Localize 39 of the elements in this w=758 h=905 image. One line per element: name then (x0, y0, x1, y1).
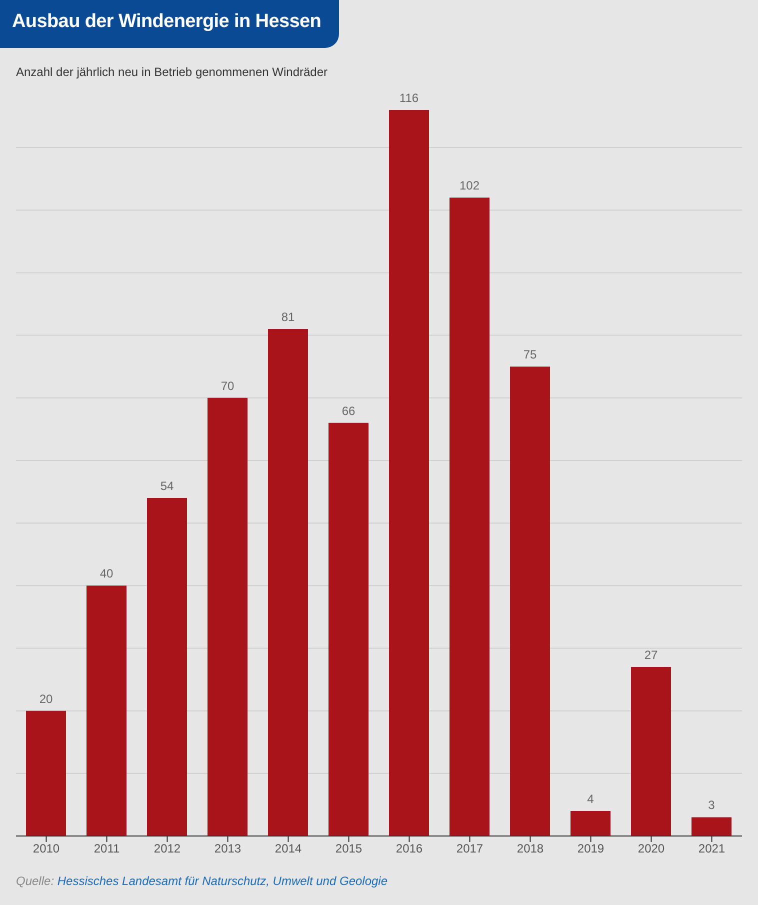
bar (26, 710, 66, 836)
data-label: 70 (220, 378, 234, 393)
x-tick-label: 2016 (396, 842, 423, 856)
x-tick-label: 2021 (698, 842, 726, 856)
data-label: 40 (100, 566, 114, 581)
bar (692, 817, 732, 836)
data-label: 4 (587, 792, 594, 806)
bar (86, 586, 126, 836)
bar (208, 398, 248, 836)
data-label: 102 (459, 178, 480, 193)
bar (147, 498, 187, 836)
x-tick-label: 2015 (335, 842, 362, 856)
x-tick-label: 2014 (274, 842, 302, 856)
data-label: 75 (523, 348, 537, 362)
bar (268, 329, 308, 836)
chart-title: Ausbau der Windenergie in Hessen (0, 0, 340, 48)
data-label: 81 (281, 310, 295, 324)
bar (510, 366, 550, 836)
bar (450, 198, 490, 836)
x-tick-label: 2020 (638, 842, 665, 856)
bar (389, 110, 429, 836)
x-tick-label: 2018 (516, 842, 544, 856)
bar (570, 810, 610, 836)
source-note: Quelle: Hessisches Landesamt für Naturschutz, Umwelt und Geologie (16, 874, 388, 888)
x-tick-label: 2011 (94, 842, 120, 856)
x-tick-label: 2012 (154, 842, 181, 856)
x-tick-label: 2013 (214, 842, 242, 856)
bar (631, 667, 671, 836)
data-label: 27 (644, 648, 658, 662)
data-label: 66 (342, 404, 356, 418)
bar (328, 422, 368, 836)
data-label: 20 (39, 692, 53, 706)
x-tick-label: 2017 (456, 842, 484, 856)
data-label: 116 (399, 91, 419, 105)
data-label: 54 (160, 479, 174, 494)
x-tick-label: 2010 (32, 842, 60, 856)
data-label: 3 (708, 798, 716, 812)
x-tick-label: 2019 (577, 842, 604, 856)
chart-subtitle: Anzahl der jährlich neu in Betrieb genommenen Windräder (16, 65, 328, 79)
